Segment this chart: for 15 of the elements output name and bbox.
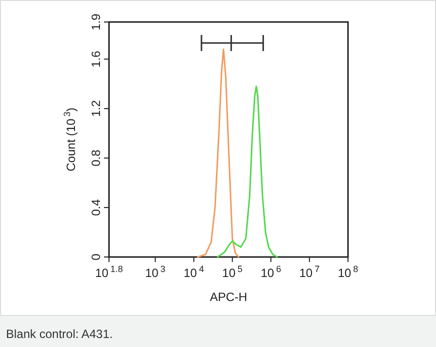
x-tick-label: 10$^{5}$ bbox=[222, 264, 243, 280]
x-tick-label: 10$^{6}$ bbox=[260, 264, 282, 280]
y-tick-label: 0.4 bbox=[89, 198, 103, 216]
y-tick-label: 1.9 bbox=[89, 13, 103, 30]
text: Blank control: A431. bbox=[6, 327, 113, 341]
x-tick-label: 10$^{1.8}$ bbox=[95, 264, 123, 280]
x-tick-label: 10$^{4}$ bbox=[184, 264, 204, 280]
y-tick-label: 0.8 bbox=[89, 149, 103, 166]
y-tick-label: 0 bbox=[89, 253, 103, 260]
y-tick-label: 1.6 bbox=[89, 50, 103, 68]
x-axis-title: APC-H bbox=[210, 290, 248, 304]
x-tick-label: 10$^{8}$ bbox=[338, 264, 358, 280]
y-tick-label: 1.2 bbox=[89, 100, 103, 117]
x-tick-label: 10$^{3}$ bbox=[145, 264, 166, 280]
x-tick-label: 10$^{7}$ bbox=[299, 264, 320, 280]
